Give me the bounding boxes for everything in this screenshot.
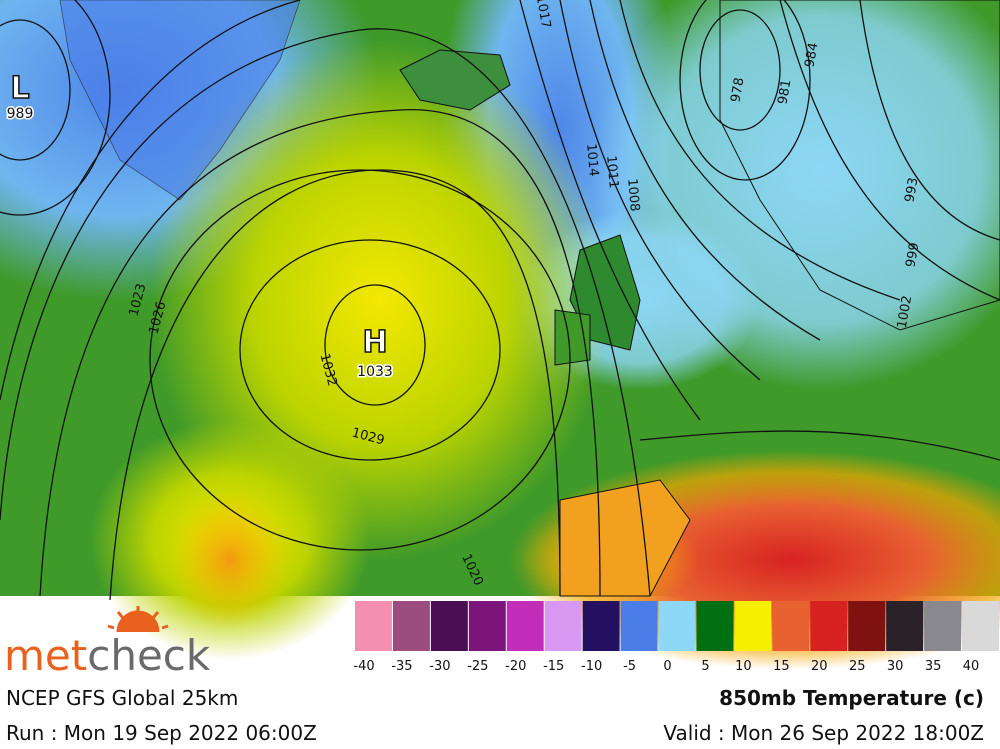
legend-tick-label: -25 xyxy=(467,659,488,674)
legend-swatch xyxy=(696,601,734,651)
legend-tick-label: 30 xyxy=(887,659,904,674)
legend-tick-label: -15 xyxy=(543,659,564,674)
legend-swatch xyxy=(772,601,810,651)
legend-tick-label: -35 xyxy=(391,659,412,674)
pressure-value: 989 xyxy=(7,106,34,122)
footer: metcheck NCEP GFS Global 25km Run : Mon … xyxy=(4,606,984,745)
legend-swatch xyxy=(544,601,582,651)
legend-swatch xyxy=(658,601,696,651)
pressure-value: 1033 xyxy=(357,364,393,380)
isobar-label: 999 xyxy=(903,241,922,268)
legend-swatch xyxy=(430,601,468,651)
legend-tick-label: -20 xyxy=(505,659,526,674)
isobar-label: 978 xyxy=(728,76,747,103)
isobar-label: 1014 xyxy=(583,143,601,177)
isobar-label: 1017 xyxy=(533,0,554,30)
legend-tick-label: 0 xyxy=(663,659,671,674)
isobar-label: 1002 xyxy=(895,294,916,329)
legend-tick-label: -40 xyxy=(353,659,374,674)
isobars xyxy=(0,0,1000,601)
valid-time: Valid : Mon 26 Sep 2022 18:00Z xyxy=(663,721,984,745)
product-name: 850mb Temperature (c) xyxy=(719,686,984,710)
isobar-label: 993 xyxy=(902,176,921,203)
legend-swatch xyxy=(392,601,430,651)
legend-swatch xyxy=(620,601,658,651)
legend-swatch xyxy=(886,601,924,651)
run-time: Run : Mon 19 Sep 2022 06:00Z xyxy=(6,721,317,745)
legend-swatch xyxy=(962,601,999,651)
legend-tick-label: 15 xyxy=(773,659,790,674)
isobar-label: 981 xyxy=(775,78,794,105)
legend-tick-label: -5 xyxy=(623,659,636,674)
isobar-label: 1008 xyxy=(624,178,642,212)
legend-tick-label: -10 xyxy=(581,659,602,674)
legend-swatch xyxy=(810,601,848,651)
isobar-label: 1011 xyxy=(603,155,621,189)
legend-tick-label: -30 xyxy=(429,659,450,674)
legend-swatch xyxy=(734,601,772,651)
color-legend: -40 -35 -30 -25 -20 -15 -10 -5 0 5 10 15 20 25 30 35 40 xyxy=(353,601,999,674)
legend-swatch xyxy=(848,601,886,651)
legend-swatch xyxy=(506,601,544,651)
legend-swatch xyxy=(582,601,620,651)
legend-tick-label: 10 xyxy=(735,659,752,674)
legend-tick-label: 35 xyxy=(925,659,942,674)
logo: metcheck xyxy=(4,631,211,680)
legend-tick-label: 20 xyxy=(811,659,828,674)
legend-tick-label: 5 xyxy=(701,659,709,674)
isobar-label: 984 xyxy=(802,41,821,68)
legend-tick-label: 25 xyxy=(849,659,866,674)
model-name: NCEP GFS Global 25km xyxy=(6,686,238,710)
map-area xyxy=(0,0,1000,670)
legend-tick-label: 40 xyxy=(963,659,980,674)
logo-sun xyxy=(107,606,169,633)
legend-swatch xyxy=(468,601,506,651)
pressure-symbol: L xyxy=(10,71,29,106)
pressure-symbol: H xyxy=(362,325,387,360)
legend-swatch xyxy=(355,601,392,651)
legend-swatch xyxy=(924,601,962,651)
